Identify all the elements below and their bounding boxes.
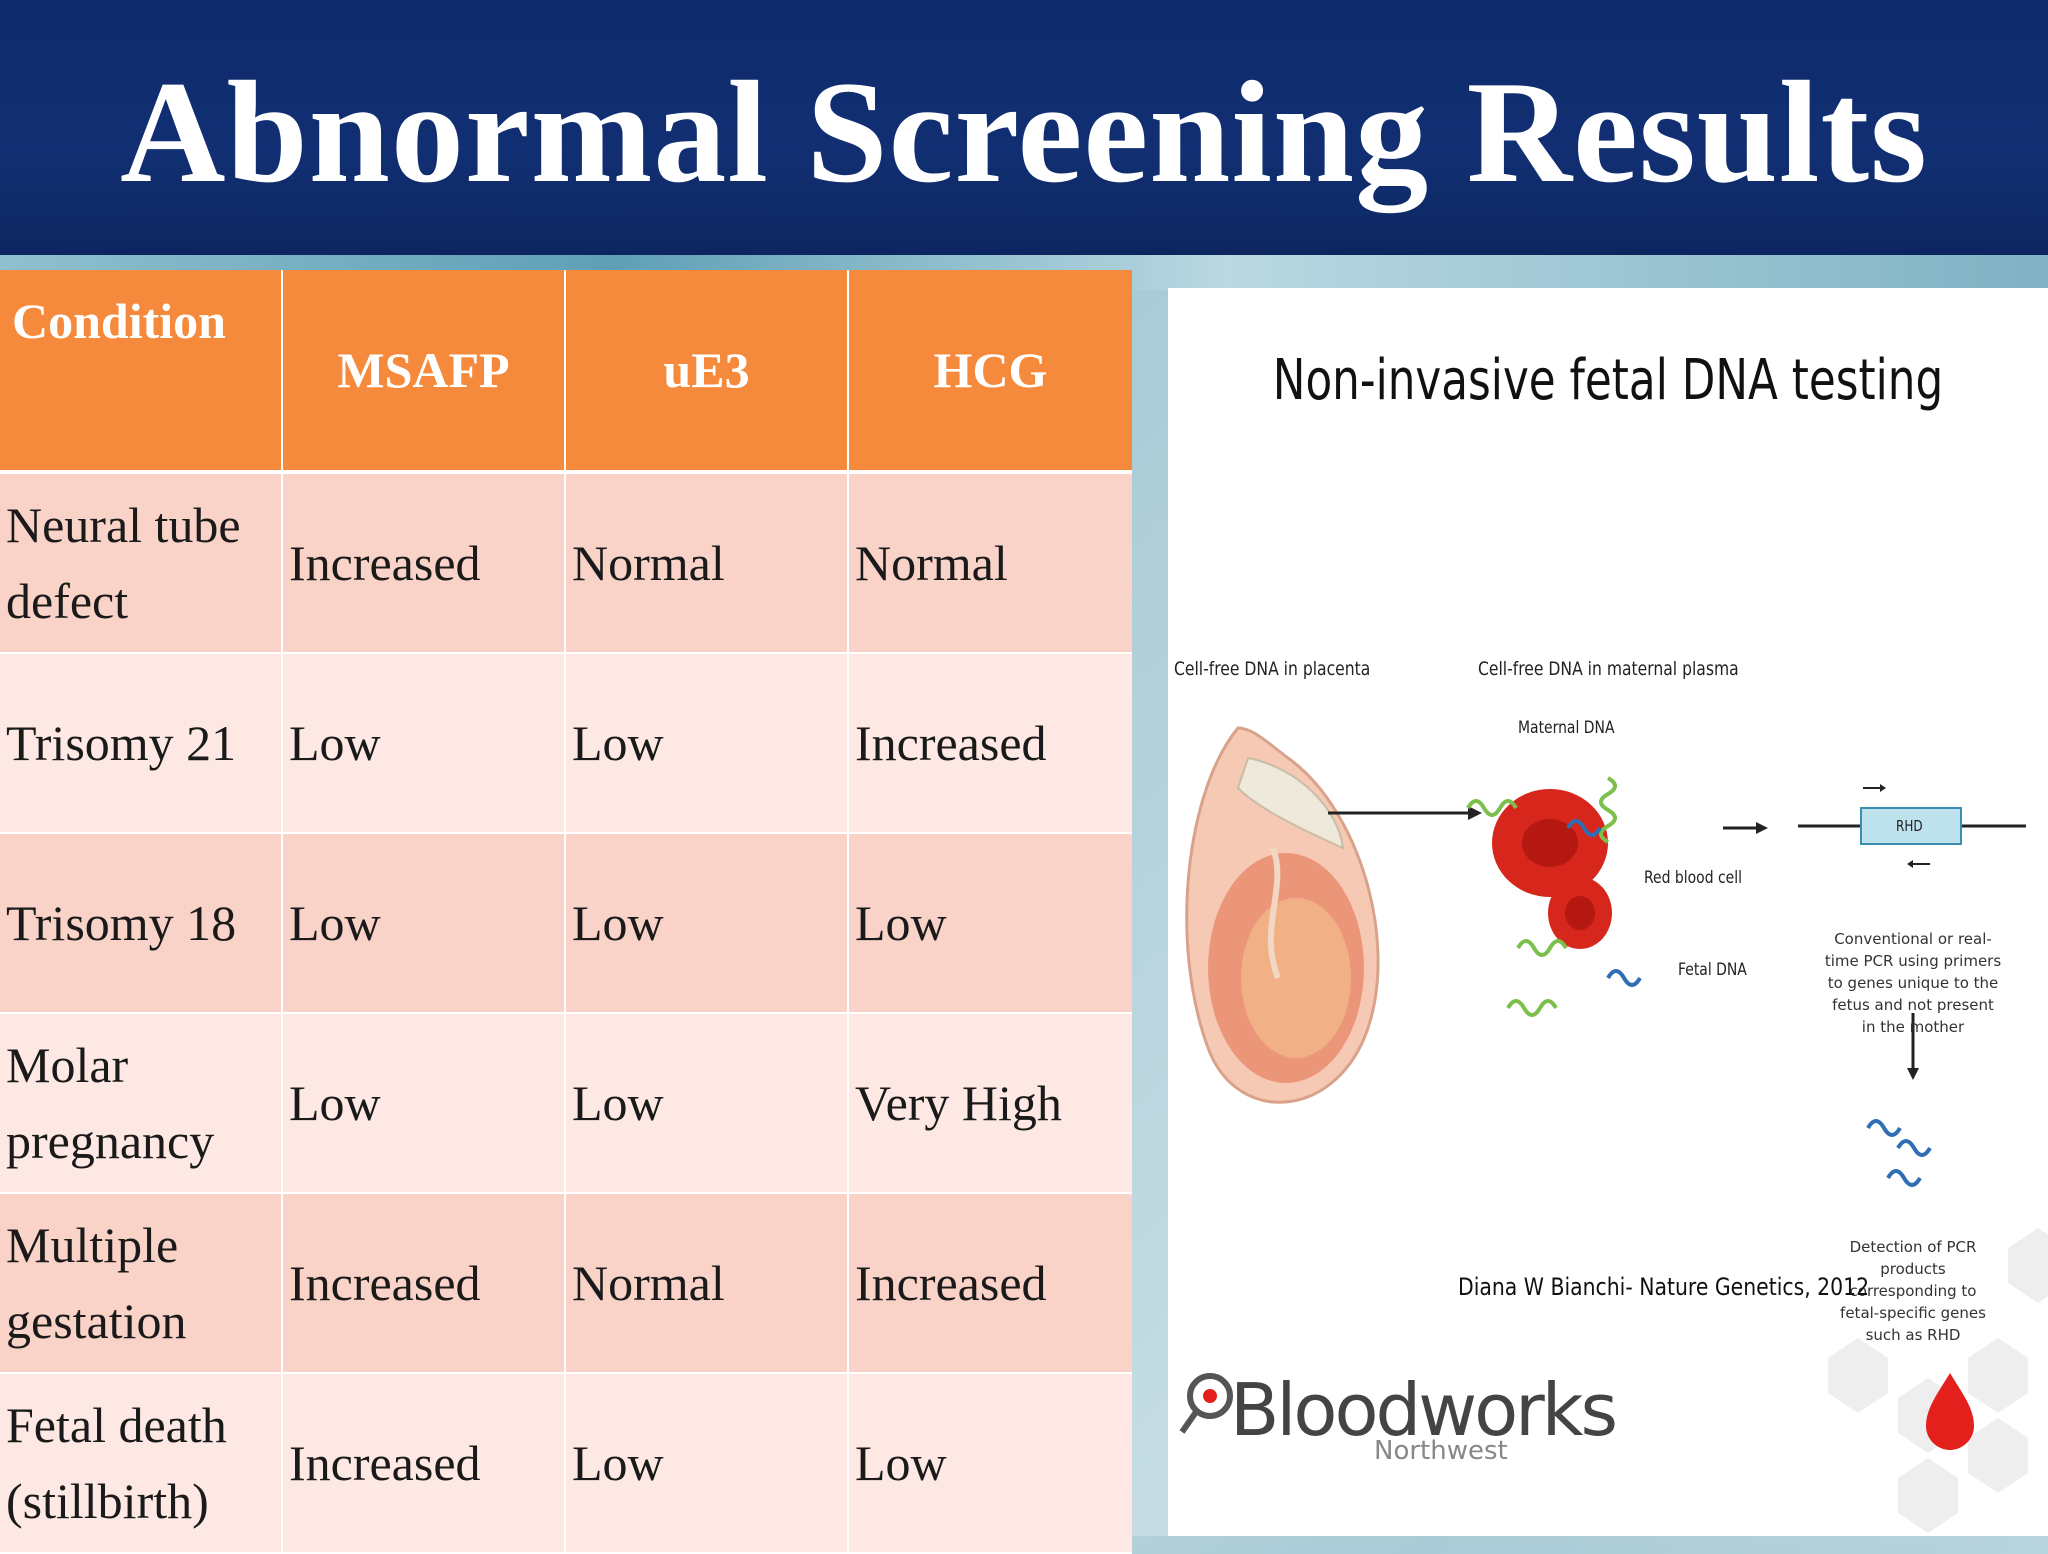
label-red-blood-cell: Red blood cell (1644, 868, 1742, 888)
maternal-dna-strand (1516, 939, 1568, 957)
figure-title: Non-invasive fetal DNA testing (1272, 348, 1944, 413)
cell-msafp: Low (282, 653, 566, 834)
cell-msafp: Low (282, 833, 566, 1014)
cell-msafp: Increased (282, 1373, 566, 1554)
cell-condition: Multiple gestation (0, 1193, 283, 1374)
table-row: Trisomy 21 Low Low Increased (0, 653, 1132, 834)
fetal-dna-diagram (1179, 726, 2048, 1533)
cell-msafp: Increased (282, 472, 566, 654)
table-row: Multiple gestation Increased Normal Incre… (0, 1193, 1132, 1374)
cell-hcg: Low (848, 1373, 1132, 1554)
maternal-dna-strand (1506, 999, 1558, 1017)
title-bar: Abnormal Screening Results (0, 0, 2048, 255)
cell-ue3: Low (565, 833, 849, 1014)
uterus-illustration (1185, 726, 1380, 1104)
figure-citation: Diana W Bianchi- Nature Genetics, 2012 (1458, 1273, 1870, 1301)
header-hcg: HCG (848, 270, 1132, 474)
cell-ue3: Low (565, 1373, 849, 1554)
blood-drop-icon (1926, 1373, 1974, 1450)
condition-line: Fetal death (6, 1397, 227, 1453)
fetal-dna-strand (1866, 1119, 1902, 1137)
maternal-dna-strand (1466, 799, 1518, 817)
label-plasma: Cell-free DNA in maternal plasma (1478, 658, 1739, 680)
cell-ue3: Normal (565, 472, 849, 654)
table-row: Neural tube defect Increased Normal Norma… (0, 472, 1132, 654)
header-ue3: uE3 (565, 270, 849, 474)
cell-hcg: Increased (848, 653, 1132, 834)
caption-detection: Detection of PCR products corresponding … (1840, 1238, 1986, 1344)
screening-table: Condition MSAFP uE3 HCG Neural tube defec… (0, 270, 1132, 1554)
condition-line: gestation (6, 1293, 187, 1349)
fetal-dna-strand (1886, 1169, 1922, 1187)
cell-ue3: Low (565, 653, 849, 834)
label-fetal-dna: Fetal DNA (1678, 960, 1747, 980)
caption-pcr: Conventional or real-time PCR using prim… (1824, 930, 2002, 1036)
cell-condition: Fetal death (stillbirth) (0, 1373, 283, 1554)
table-header-row: Condition MSAFP uE3 HCG (0, 270, 1132, 474)
cell-condition: Trisomy 21 (0, 653, 283, 834)
header-msafp: MSAFP (282, 270, 566, 474)
cell-ue3: Normal (565, 1193, 849, 1374)
fetal-dna-strand (1566, 819, 1602, 837)
header-condition: Condition (0, 270, 283, 474)
hexagon-pattern (1828, 1228, 2048, 1533)
bloodworks-logo-icon (1179, 1373, 1233, 1434)
cell-msafp: Low (282, 1013, 566, 1194)
fetal-dna-figure: Non-invasive fetal DNA testing Cell-free… (1168, 288, 2048, 1536)
table-row: Fetal death (stillbirth) Increased Low Lo… (0, 1373, 1132, 1554)
cell-hcg: Increased (848, 1193, 1132, 1374)
fetal-dna-strand (1896, 1139, 1932, 1157)
rhd-gene-box (1860, 807, 1962, 845)
condition-line: defect (6, 573, 129, 629)
cell-condition: Molar pregnancy (0, 1013, 283, 1194)
logo-name: Bloodworks (1230, 1368, 1618, 1452)
cell-condition: Trisomy 18 (0, 833, 283, 1014)
label-maternal-dna: Maternal DNA (1518, 718, 1615, 738)
cell-hcg: Normal (848, 472, 1132, 654)
label-placenta: Cell-free DNA in placenta (1174, 658, 1371, 680)
logo-subtitle: Northwest (1374, 1436, 1508, 1466)
cell-ue3: Low (565, 1013, 849, 1194)
cell-condition: Neural tube defect (0, 472, 283, 654)
label-rhd: RHD (1896, 817, 1923, 835)
cell-hcg: Low (848, 833, 1132, 1014)
cell-msafp: Increased (282, 1193, 566, 1374)
condition-line: (stillbirth) (6, 1473, 209, 1529)
slide-title: Abnormal Screening Results (120, 51, 1928, 213)
condition-line: Neural tube (6, 497, 241, 553)
cell-hcg: Very High (848, 1013, 1132, 1194)
fetal-dna-strand (1606, 969, 1642, 987)
table-row: Molar pregnancy Low Low Very High (0, 1013, 1132, 1194)
maternal-dna-strand (1599, 776, 1617, 844)
table-row: Trisomy 18 Low Low Low (0, 833, 1132, 1014)
condition-line: Multiple (6, 1217, 179, 1273)
